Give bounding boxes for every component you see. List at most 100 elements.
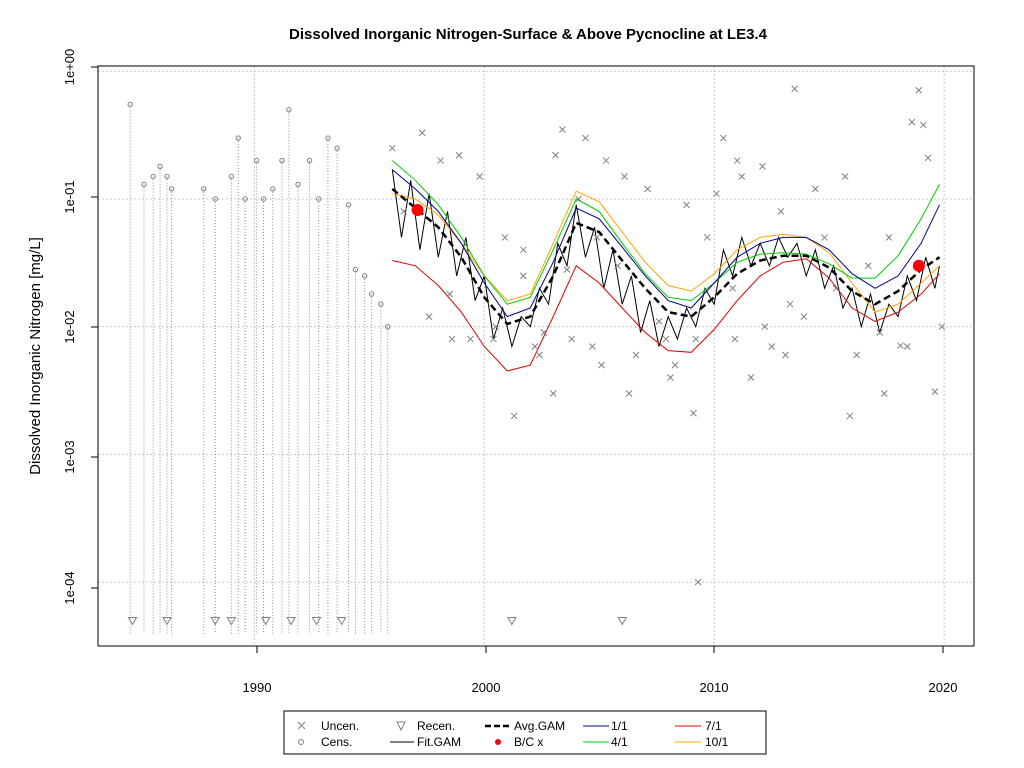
uncensored-point (598, 361, 605, 369)
uncensored-point (747, 374, 755, 381)
censored-point (157, 163, 163, 170)
uncensored-point (920, 121, 927, 129)
uncensored-point (593, 234, 601, 241)
uncensored-point (614, 262, 621, 270)
legend: Uncen. Recen. Avg.GAM 1/1 7/1 Cens. Fit.… (283, 710, 767, 755)
censored-data-layer (127, 101, 391, 634)
uncensored-point (536, 351, 543, 359)
uncensored-point (520, 272, 527, 280)
uncensored-point (467, 335, 474, 343)
x-axis: 1990 2000 2010 2020 (243, 645, 957, 695)
censored-point (368, 291, 375, 297)
uncensored-point (437, 157, 444, 164)
recensored-point (260, 617, 271, 626)
legend-item-cens: Cens. (298, 735, 352, 749)
censored-point (378, 301, 384, 307)
legend-item-recen: Recen. (396, 719, 455, 733)
uncensored-point (520, 246, 527, 254)
uncensored-point (786, 300, 794, 308)
legend-item-fit-gam: Fit.GAM (390, 735, 461, 749)
uncensored-point (568, 335, 575, 343)
y-tick-label: 1e-01 (62, 180, 77, 213)
uncensored-point (510, 412, 518, 420)
x-tick-label: 2010 (700, 680, 729, 695)
x-tick-label: 2000 (472, 680, 501, 695)
censored-point (325, 135, 331, 141)
red-dot-icon (495, 739, 501, 745)
grid (98, 66, 974, 646)
legend-item-10-1: 10/1 (675, 735, 729, 749)
legend-label: B/C x (514, 735, 543, 749)
censored-point (127, 101, 133, 108)
series-line-7-1 (392, 258, 940, 372)
uncensored-point (632, 351, 640, 359)
uncensored-point (563, 266, 571, 273)
y-tick-label: 1e-03 (62, 440, 77, 473)
censored-point (228, 173, 235, 180)
legend-label: Fit.GAM (417, 735, 461, 749)
uncensored-point (800, 313, 808, 320)
censored-point (201, 186, 207, 192)
uncensored-point (575, 195, 582, 203)
uncensored-point (490, 335, 497, 343)
recensored-point (311, 617, 322, 626)
recensored-point (210, 617, 221, 626)
uncensored-point (662, 335, 670, 343)
uncensored-point (540, 329, 548, 336)
censored-point (150, 173, 156, 180)
uncensored-point (667, 374, 674, 381)
censored-point (235, 135, 241, 141)
censored-point (164, 173, 170, 180)
uncensored-point (864, 262, 872, 270)
uncensored-point (446, 290, 454, 298)
censored-point (316, 196, 322, 202)
uncensored-point (846, 412, 854, 420)
y-tick-label: 1e+00 (62, 49, 77, 86)
censored-point (295, 181, 301, 188)
legend-label: 1/1 (611, 719, 628, 733)
censored-point (260, 196, 267, 202)
series-line-4-1 (391, 160, 940, 305)
uncensored-point (832, 284, 840, 292)
uncensored-point (841, 173, 849, 180)
uncensored-point (903, 343, 911, 350)
bc-point (411, 203, 424, 216)
legend-label: 4/1 (611, 735, 628, 749)
censored-point (334, 145, 340, 151)
uncensored-point (588, 343, 596, 350)
series-lines (391, 160, 941, 372)
uncensored-point (720, 134, 727, 142)
uncensored-point (885, 234, 893, 241)
uncensored-point (549, 390, 557, 397)
legend-label: Avg.GAM (514, 719, 565, 733)
uncensored-point (931, 388, 939, 396)
censored-point (286, 107, 292, 113)
censored-point (270, 186, 276, 192)
data-points (127, 85, 946, 626)
legend-item-avg-gam: Avg.GAM (485, 719, 565, 733)
legend-label: 10/1 (705, 735, 729, 749)
recensored-point (226, 617, 237, 626)
legend-box (283, 710, 767, 755)
legend-label: Cens. (321, 735, 352, 749)
uncensored-point (731, 335, 739, 343)
bc-point (912, 259, 925, 272)
legend-label: Uncen. (321, 719, 359, 733)
series-line-avg-gam (391, 187, 941, 326)
uncensored-point (733, 157, 741, 164)
censored-point (362, 273, 368, 279)
uncensored-point (853, 351, 861, 359)
uncensored-point (821, 234, 828, 241)
uncensored-point (791, 85, 799, 93)
censored-point (168, 186, 175, 192)
uncensored-point (602, 157, 610, 164)
uncensored-point (492, 323, 500, 331)
uncensored-point (400, 208, 408, 215)
uncensored-point (501, 234, 509, 241)
chart-title: Dissolved Inorganic Nitrogen-Surface & A… (289, 26, 768, 43)
uncensored-point (683, 201, 690, 209)
recensored-point (336, 617, 347, 626)
uncensored-point (915, 86, 923, 94)
uncensored-point (759, 163, 766, 170)
